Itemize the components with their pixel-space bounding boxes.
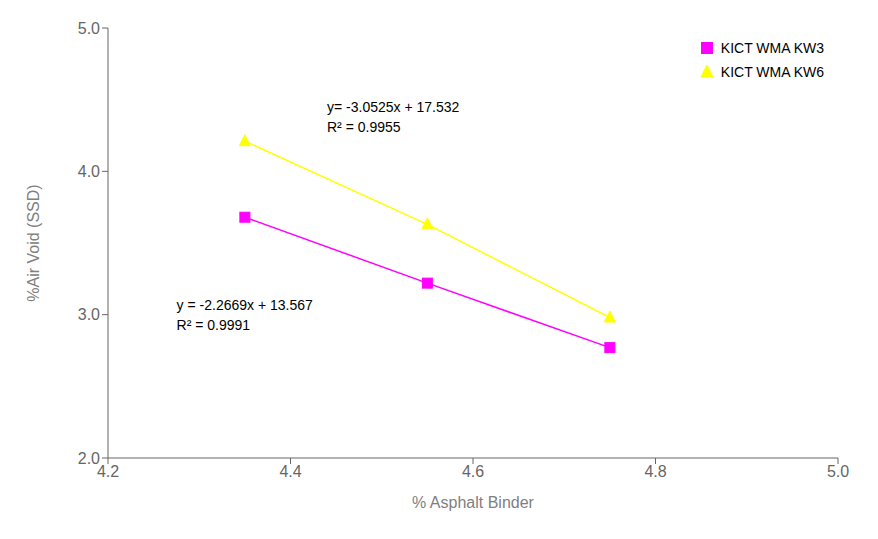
html-text:y= -3.0525x + 17.532: y= -3.0525x + 17.532: [327, 98, 460, 115]
svg-text:5.0: 5.0: [827, 463, 849, 480]
html-text:KICT WMA KW6: KICT WMA KW6: [720, 64, 824, 80]
svg-text:4.2: 4.2: [97, 463, 119, 480]
html-text:R² = 0.9991: R² = 0.9991: [176, 316, 251, 333]
svg-text:%Air Void (SSD): %Air Void (SSD): [25, 184, 42, 301]
svg-text:4.6: 4.6: [462, 463, 484, 480]
svg-text:5.0: 5.0: [78, 20, 100, 37]
svg-text:3.0: 3.0: [78, 306, 100, 323]
html-text:y = -2.2669x + 13.567: y = -2.2669x + 13.567: [176, 296, 313, 313]
html-text:R² = 0.9955: R² = 0.9955: [327, 118, 401, 135]
svg-text:4.4: 4.4: [279, 463, 301, 480]
svg-text:2.0: 2.0: [78, 450, 100, 467]
svg-text:% Asphalt Binder: % Asphalt Binder: [412, 494, 535, 511]
svg-text:4.8: 4.8: [644, 463, 666, 480]
html-text:KICT WMA KW3: KICT WMA KW3: [720, 40, 824, 56]
svg-text:4.0: 4.0: [78, 163, 100, 180]
